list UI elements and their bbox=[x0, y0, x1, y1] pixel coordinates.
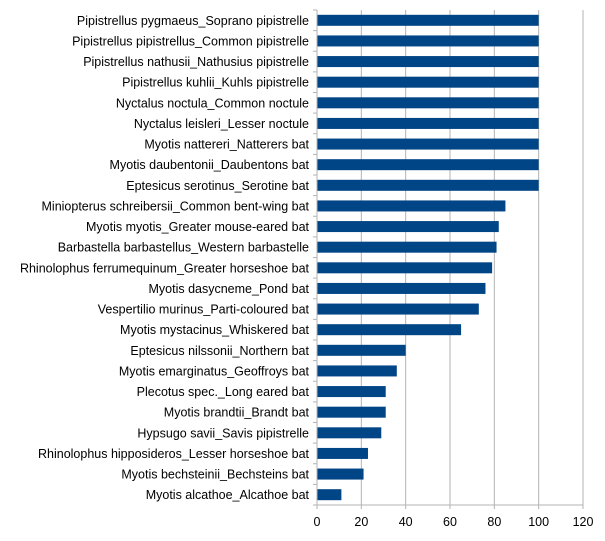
bar bbox=[317, 35, 539, 47]
x-tick-label: 60 bbox=[443, 515, 457, 529]
category-label: Eptesicus nilssonii_Northern bat bbox=[130, 344, 309, 358]
category-label: Myotis bechsteinii_Bechsteins bat bbox=[121, 468, 309, 482]
category-labels: Pipistrellus pygmaeus_Soprano pipistrell… bbox=[20, 14, 310, 502]
category-label: Pipistrellus nathusii_Nathusius pipistre… bbox=[83, 55, 309, 69]
category-label: Pipistrellus pygmaeus_Soprano pipistrell… bbox=[77, 14, 309, 28]
x-tick-label: 0 bbox=[314, 515, 321, 529]
x-tick-label: 100 bbox=[528, 515, 549, 529]
category-label: Hypsugo savii_Savis pipistrelle bbox=[137, 426, 309, 440]
category-label: Vespertilio murinus_Parti-coloured bat bbox=[98, 303, 310, 317]
bar bbox=[317, 76, 539, 88]
bar bbox=[317, 262, 493, 274]
grid-lines bbox=[360, 10, 584, 505]
x-tick-label: 40 bbox=[399, 515, 413, 529]
bar bbox=[317, 468, 364, 480]
category-label: Myotis alcathoe_Alcathoe bat bbox=[146, 488, 310, 502]
category-label: Myotis daubentonii_Daubentons bat bbox=[110, 158, 310, 172]
bar bbox=[317, 221, 499, 233]
bar bbox=[317, 138, 539, 150]
category-label: Myotis dasycneme_Pond bat bbox=[148, 282, 309, 296]
bar bbox=[317, 344, 406, 356]
x-tick-label: 20 bbox=[354, 515, 368, 529]
axes bbox=[313, 9, 584, 509]
bar bbox=[317, 489, 342, 501]
bar bbox=[317, 365, 397, 377]
bar bbox=[317, 303, 479, 315]
category-label: Nyctalus noctula_Common noctule bbox=[116, 96, 309, 110]
bar bbox=[317, 447, 368, 459]
category-label: Nyctalus leisleri_Lesser noctule bbox=[134, 117, 309, 131]
bar bbox=[317, 200, 506, 212]
category-label: Barbastella barbastellus_Western barbast… bbox=[58, 241, 309, 255]
bar bbox=[317, 241, 497, 253]
bar bbox=[317, 159, 539, 171]
bar bbox=[317, 406, 386, 418]
category-label: Pipistrellus pipistrellus_Common pipistr… bbox=[72, 34, 309, 48]
category-label: Eptesicus serotinus_Serotine bat bbox=[126, 179, 309, 193]
bar bbox=[317, 117, 539, 129]
category-label: Plecotus spec._Long eared bat bbox=[137, 385, 310, 399]
category-label: Myotis nattereri_Natterers bat bbox=[144, 138, 309, 152]
bar bbox=[317, 324, 462, 336]
bar bbox=[317, 179, 539, 191]
category-label: Rhinolophus hipposideros_Lesser horsesho… bbox=[38, 447, 310, 461]
bar bbox=[317, 282, 486, 294]
bar bbox=[317, 56, 539, 68]
bar bbox=[317, 427, 382, 439]
bars bbox=[317, 14, 539, 501]
x-tick-label: 80 bbox=[487, 515, 501, 529]
category-label: Myotis brandtii_Brandt bat bbox=[164, 406, 310, 420]
category-label: Myotis mystacinus_Whiskered bat bbox=[120, 323, 309, 337]
category-label: Myotis myotis_Greater mouse-eared bat bbox=[86, 220, 310, 234]
category-label: Myotis emarginatus_Geoffroys bat bbox=[119, 364, 310, 378]
bar bbox=[317, 97, 539, 109]
category-label: Pipistrellus kuhlii_Kuhls pipistrelle bbox=[122, 76, 309, 90]
category-label: Rhinolophus ferrumequinum_Greater horses… bbox=[20, 261, 310, 275]
bar bbox=[317, 386, 386, 398]
bar bbox=[317, 14, 539, 26]
x-tick-labels: 0 20 40 60 80 100 120 bbox=[314, 515, 594, 529]
category-label: Miniopterus schreibersii_Common bent-win… bbox=[42, 199, 310, 213]
x-tick-label: 120 bbox=[573, 515, 594, 529]
